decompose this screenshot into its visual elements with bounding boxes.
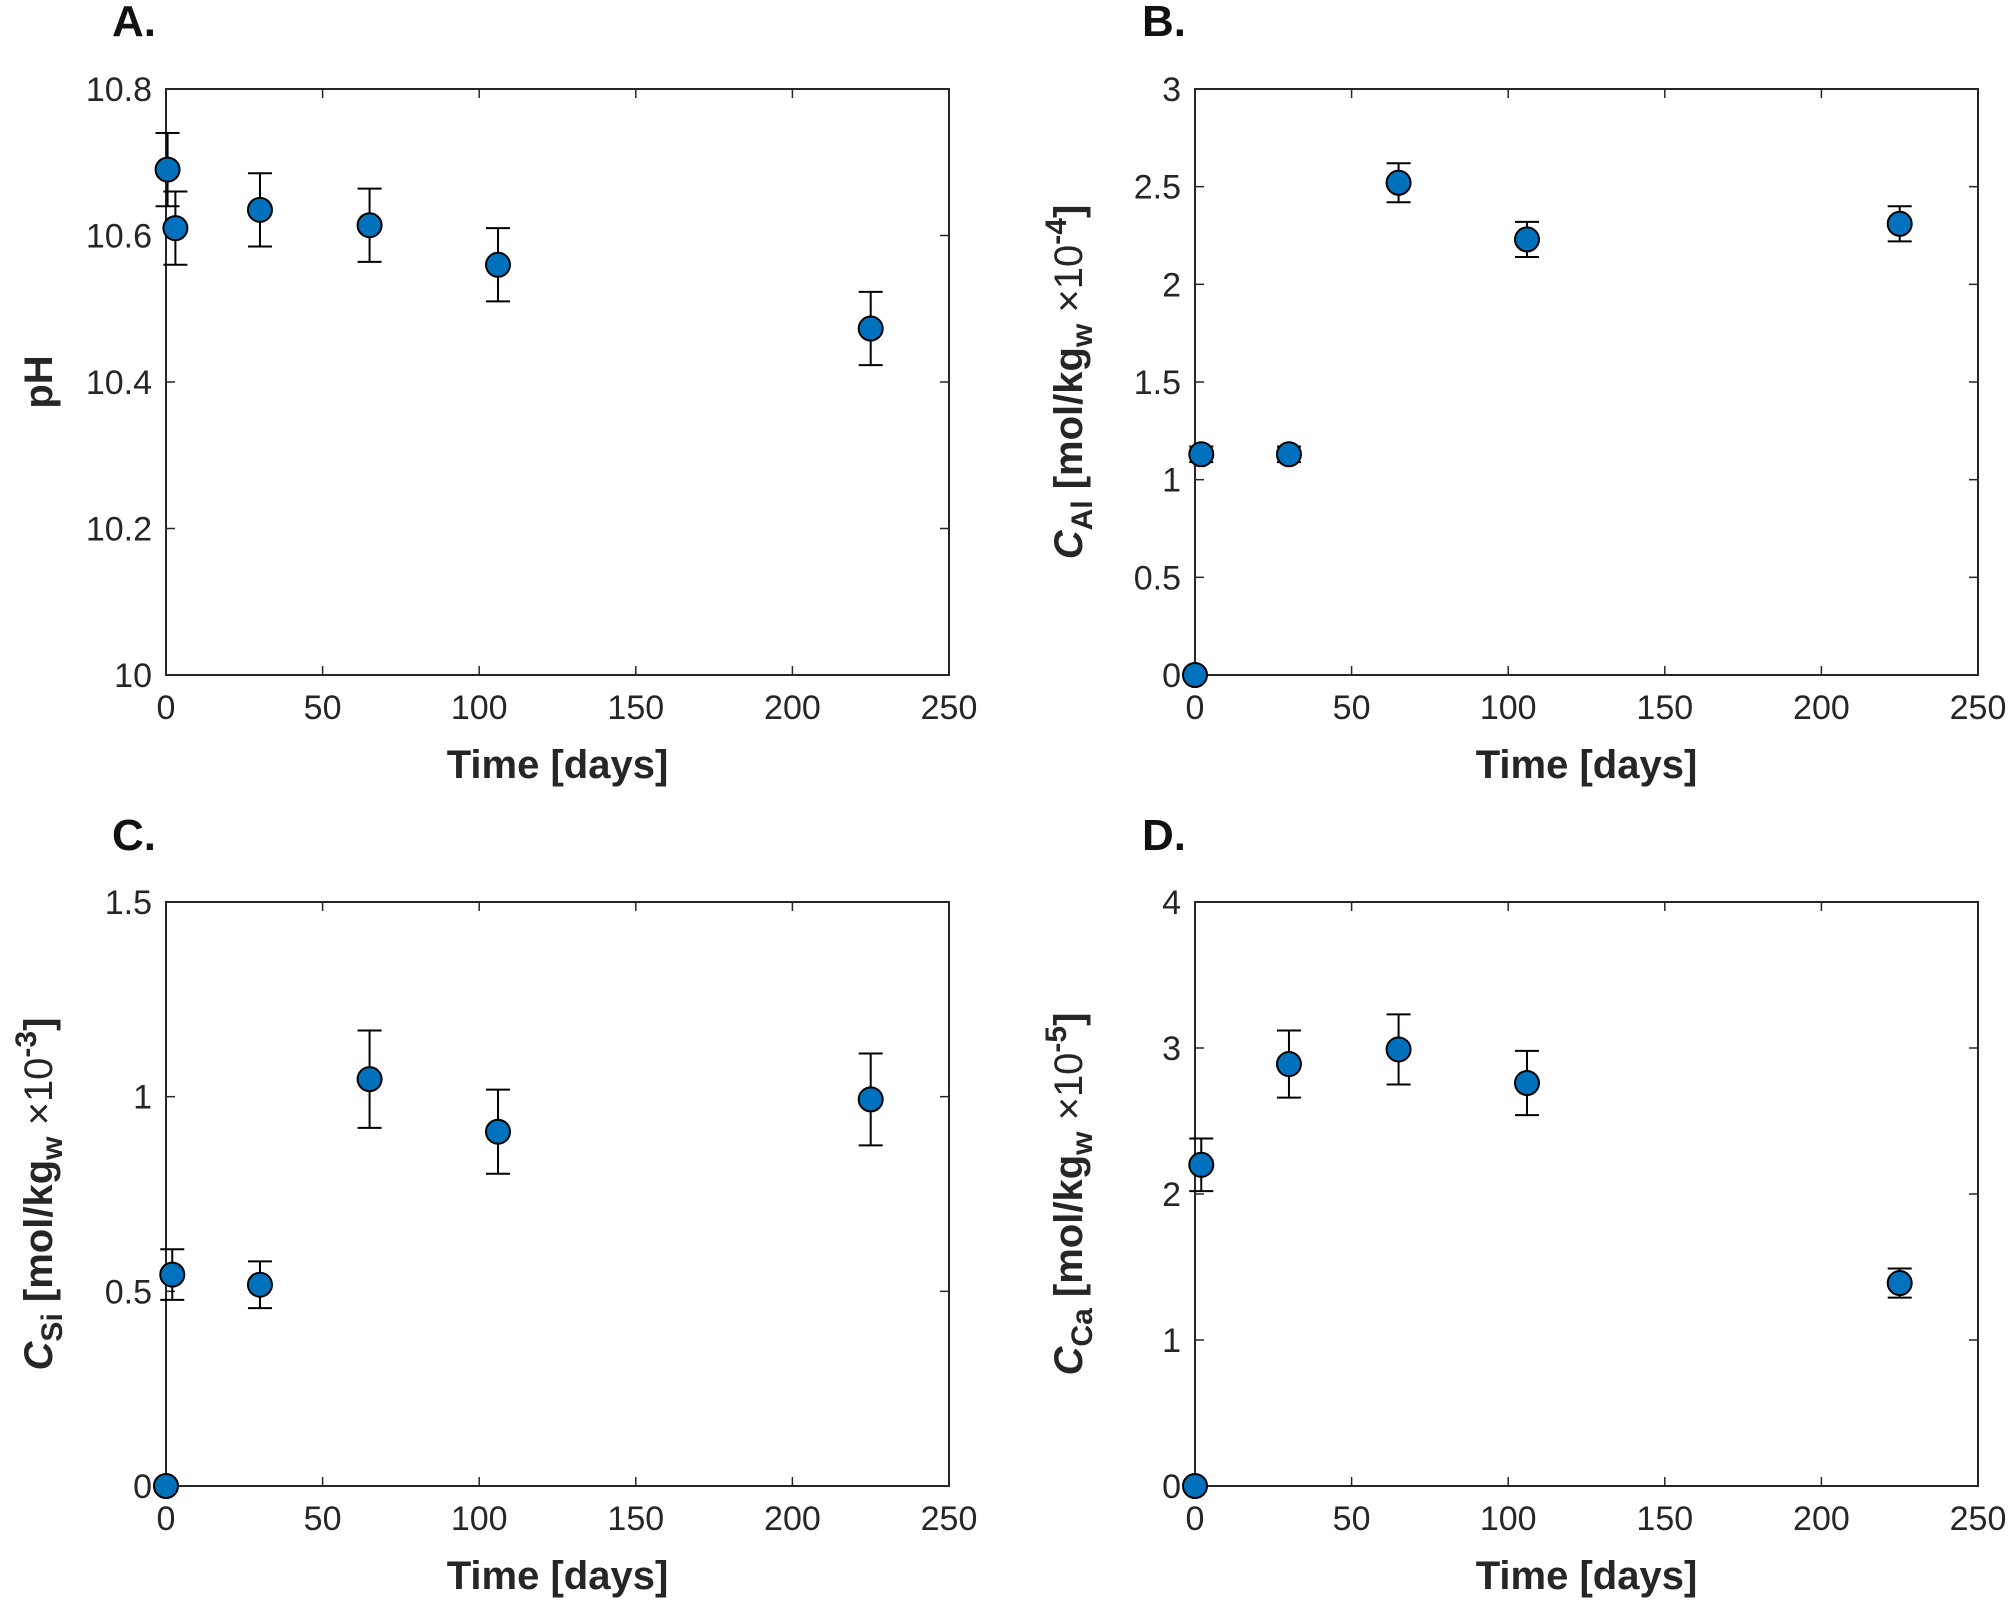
y-tick-label: 1 — [1162, 462, 1181, 500]
y-tick-label: 10.8 — [86, 71, 152, 109]
y-tick-label: 0.5 — [1134, 559, 1181, 597]
data-point — [1182, 1473, 1208, 1499]
x-tick-label: 250 — [921, 1500, 978, 1538]
x-tick-label: 0 — [157, 1500, 176, 1538]
x-tick-label: 0 — [157, 689, 176, 727]
x-tick-label: 200 — [764, 689, 821, 727]
panel-label: B. — [1142, 0, 1186, 46]
y-tick-label: 3 — [1162, 71, 1181, 109]
axes-frame — [1194, 88, 1979, 676]
y-tick-label: 0.5 — [105, 1273, 152, 1311]
data-point — [1182, 662, 1208, 688]
y-tick-label: 4 — [1162, 884, 1181, 922]
panel-c: C. 0 50 100 150 200 250 0 0.5 1 1.5 Time [days] CSi … — [10, 811, 977, 1598]
y-tick-label: 10.6 — [86, 218, 152, 256]
x-tick-label: 200 — [1793, 1500, 1850, 1538]
data-point — [484, 251, 511, 278]
data-point — [356, 1066, 383, 1093]
x-tick-label: 200 — [764, 1500, 821, 1538]
y-tick-label: 10 — [114, 657, 152, 695]
data-point — [1513, 1070, 1540, 1097]
data-point — [162, 215, 189, 242]
y-axis-title: pH — [17, 355, 61, 408]
x-tick-label: 0 — [1186, 1500, 1205, 1538]
x-tick-label: 150 — [607, 689, 664, 727]
data-point — [1385, 169, 1412, 196]
data-point — [1513, 226, 1540, 253]
data-point — [484, 1118, 511, 1145]
x-tick-label: 0 — [1186, 689, 1205, 727]
axes-frame — [165, 901, 950, 1487]
panel-label: C. — [112, 811, 156, 860]
y-tick-label: 1.5 — [105, 884, 152, 922]
data-point — [246, 196, 273, 223]
panel-label: A. — [112, 0, 156, 46]
y-tick-label: 1.5 — [1134, 364, 1181, 402]
data-point — [857, 315, 884, 342]
x-tick-label: 150 — [1636, 689, 1693, 727]
x-tick-label: 50 — [1333, 689, 1371, 727]
data-point — [1275, 1051, 1302, 1078]
x-tick-label: 50 — [304, 689, 342, 727]
data-point — [153, 1473, 179, 1499]
panel-label: D. — [1142, 811, 1186, 860]
x-tick-label: 200 — [1793, 689, 1850, 727]
y-axis-title: CAl [mol/kgw ×10-4] — [1040, 205, 1099, 560]
x-axis-title: Time [days] — [1476, 743, 1698, 787]
data-point — [1886, 1270, 1913, 1297]
y-axis-title: CSi [mol/kgw ×10-3] — [10, 1018, 69, 1371]
data-point — [356, 212, 383, 239]
y-tick-label: 1 — [133, 1079, 152, 1117]
axes-frame — [1194, 901, 1979, 1487]
x-tick-label: 100 — [1480, 689, 1537, 727]
y-tick-label: 10.2 — [86, 511, 152, 549]
data-point — [159, 1261, 186, 1288]
y-tick-label: 3 — [1162, 1030, 1181, 1068]
x-tick-label: 50 — [1333, 1500, 1371, 1538]
y-tick-label: 2.5 — [1134, 169, 1181, 207]
x-tick-label: 100 — [451, 1500, 508, 1538]
data-point — [154, 156, 181, 183]
panel-d: D. 0 50 100 150 200 250 0 1 2 3 4 Time [days] CCa [mo… — [1040, 811, 2006, 1598]
x-axis-title: Time [days] — [447, 743, 669, 787]
x-axis-title: Time [days] — [447, 1554, 669, 1598]
axes-frame — [165, 88, 950, 676]
x-tick-label: 150 — [1636, 1500, 1693, 1538]
data-point — [1188, 1151, 1215, 1178]
x-tick-label: 250 — [1950, 689, 2007, 727]
y-tick-label: 0 — [1162, 1468, 1181, 1506]
x-tick-label: 100 — [1480, 1500, 1537, 1538]
x-axis-title: Time [days] — [1476, 1554, 1698, 1598]
data-point — [1275, 441, 1302, 468]
data-point — [857, 1086, 884, 1113]
y-tick-label: 10.4 — [86, 364, 152, 402]
data-point — [1886, 210, 1913, 237]
x-tick-label: 100 — [451, 689, 508, 727]
x-tick-label: 250 — [921, 689, 978, 727]
y-tick-label: 1 — [1162, 1322, 1181, 1360]
data-point — [1385, 1036, 1412, 1063]
data-point — [246, 1271, 273, 1298]
y-tick-label: 2 — [1162, 1176, 1181, 1214]
y-tick-label: 0 — [133, 1468, 152, 1506]
y-axis-title: CCa [mol/kgw ×10-5] — [1040, 1013, 1099, 1376]
panel-b: B. 0 50 100 150 200 250 0 0.5 1 1.5 2 2.5 3 Time [days… — [1040, 0, 2006, 787]
panel-a: A. 0 50 100 150 200 250 10 10.2 10.4 10.6 10.8 Time … — [17, 0, 977, 787]
y-tick-label: 2 — [1162, 266, 1181, 304]
data-point — [1188, 441, 1215, 468]
y-tick-label: 0 — [1162, 657, 1181, 695]
x-tick-label: 150 — [607, 1500, 664, 1538]
x-tick-label: 50 — [304, 1500, 342, 1538]
x-tick-label: 250 — [1950, 1500, 2007, 1538]
